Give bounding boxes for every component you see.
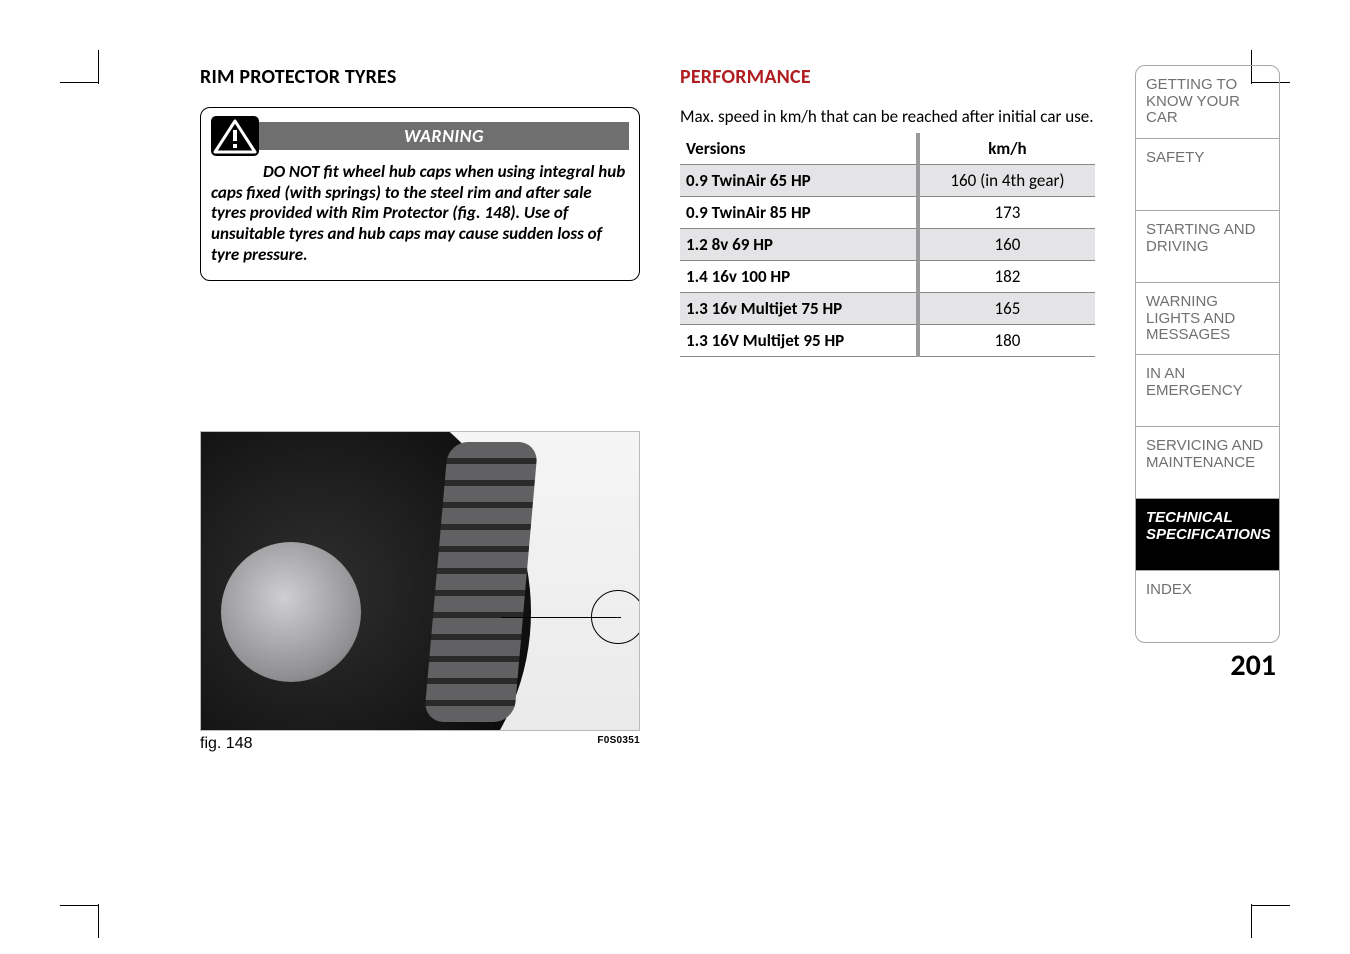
table-row: 0.9 TwinAir 85 HP 173 bbox=[680, 197, 1095, 229]
table-row: 1.3 16v Multijet 75 HP 165 bbox=[680, 293, 1095, 325]
version-cell: 0.9 TwinAir 65 HP bbox=[680, 165, 918, 197]
performance-intro: Max. speed in km/h that can be reached a… bbox=[680, 107, 1095, 127]
rim-protector-heading: RIM PROTECTOR TYRES bbox=[200, 65, 640, 89]
nav-item-index[interactable]: INDEX bbox=[1136, 570, 1279, 642]
version-cell: 1.4 16v 100 HP bbox=[680, 261, 918, 293]
warning-label: WARNING bbox=[259, 122, 629, 150]
warning-triangle-icon bbox=[211, 116, 259, 156]
version-cell: 1.3 16V Multijet 95 HP bbox=[680, 325, 918, 357]
nav-item-starting-driving[interactable]: STARTING AND DRIVING bbox=[1136, 210, 1279, 282]
warning-text: DO NOT fit wheel hub caps when using int… bbox=[211, 162, 629, 266]
nav-item-technical-specs[interactable]: TECHNICAL SPECIFICATIONS bbox=[1136, 498, 1279, 570]
performance-table: Versions km/h 0.9 TwinAir 65 HP 160 (in … bbox=[680, 133, 1095, 357]
nav-item-safety[interactable]: SAFETY bbox=[1136, 138, 1279, 210]
section-nav: GETTING TO KNOW YOUR CAR SAFETY STARTING… bbox=[1135, 65, 1280, 643]
tyre-figure: fig. 148 F0S0351 bbox=[200, 431, 640, 753]
nav-item-emergency[interactable]: IN AN EMERGENCY bbox=[1136, 354, 1279, 426]
kmh-cell: 173 bbox=[918, 197, 1095, 229]
page-number: 201 bbox=[1135, 647, 1280, 684]
kmh-cell: 160 bbox=[918, 229, 1095, 261]
version-cell: 0.9 TwinAir 85 HP bbox=[680, 197, 918, 229]
kmh-cell: 160 (in 4th gear) bbox=[918, 165, 1095, 197]
version-cell: 1.2 8v 69 HP bbox=[680, 229, 918, 261]
warning-box: WARNING DO NOT fit wheel hub caps when u… bbox=[200, 107, 640, 281]
nav-item-servicing[interactable]: SERVICING AND MAINTENANCE bbox=[1136, 426, 1279, 498]
table-header-versions: Versions bbox=[680, 133, 918, 165]
table-header-kmh: km/h bbox=[918, 133, 1095, 165]
table-row: 1.3 16V Multijet 95 HP 180 bbox=[680, 325, 1095, 357]
table-row: 0.9 TwinAir 65 HP 160 (in 4th gear) bbox=[680, 165, 1095, 197]
kmh-cell: 165 bbox=[918, 293, 1095, 325]
version-cell: 1.3 16v Multijet 75 HP bbox=[680, 293, 918, 325]
performance-heading: PERFORMANCE bbox=[680, 65, 1095, 89]
table-row: 1.4 16v 100 HP 182 bbox=[680, 261, 1095, 293]
table-row: 1.2 8v 69 HP 160 bbox=[680, 229, 1095, 261]
nav-item-warning-lights[interactable]: WARNING LIGHTS AND MESSAGES bbox=[1136, 282, 1279, 354]
kmh-cell: 182 bbox=[918, 261, 1095, 293]
figure-code: F0S0351 bbox=[597, 735, 640, 753]
tyre-image bbox=[200, 431, 640, 731]
kmh-cell: 180 bbox=[918, 325, 1095, 357]
nav-item-getting-to-know[interactable]: GETTING TO KNOW YOUR CAR bbox=[1136, 66, 1279, 138]
figure-label: fig. 148 bbox=[200, 735, 252, 753]
